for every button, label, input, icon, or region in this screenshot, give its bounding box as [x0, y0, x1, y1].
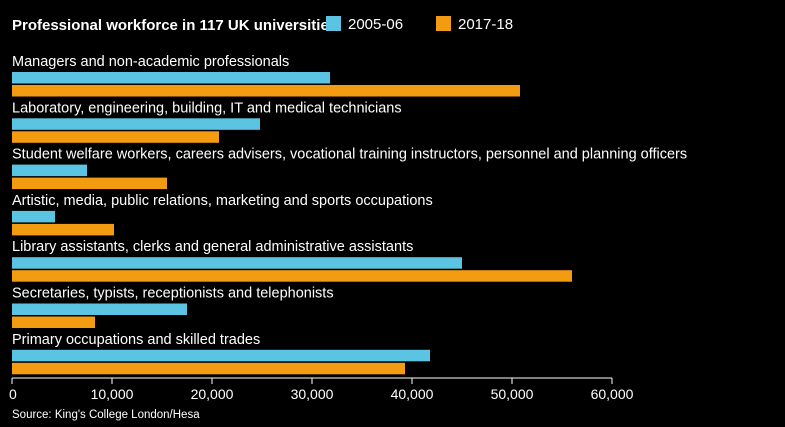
bar-2005-06-3: [12, 164, 87, 177]
bar-2017-18-1: [12, 85, 520, 97]
x-tick-label: 50,000: [491, 386, 534, 402]
category-label: Artistic, media, public relations, marke…: [12, 193, 433, 209]
category-label: Managers and non-academic professionals: [12, 54, 289, 70]
category-label: Secretaries, typists, receptionists and …: [12, 286, 334, 302]
bar-2005-06-7: [12, 349, 430, 362]
bar-2017-18-2: [12, 131, 219, 143]
category-label: Laboratory, engineering, building, IT an…: [12, 100, 402, 116]
category-label: Student welfare workers, careers adviser…: [12, 147, 687, 163]
legend-swatch-2017-18: [436, 16, 451, 31]
bar-2005-06-5: [12, 257, 462, 269]
bar-2017-18-5: [12, 270, 572, 282]
bar-2017-18-6: [12, 316, 95, 328]
bar-2005-06-1: [12, 72, 330, 84]
bar-2005-06-6: [12, 303, 187, 315]
bar-2017-18-4: [12, 223, 114, 236]
x-tick-label: 0: [9, 386, 17, 402]
x-tick-label: 30,000: [291, 386, 334, 402]
bar-2017-18-3: [12, 177, 167, 190]
legend-swatch-2005-06: [326, 16, 341, 31]
category-label: Library assistants, clerks and general a…: [12, 239, 413, 255]
x-tick-label: 60,000: [591, 386, 634, 402]
chart-title: Professional workforce in 117 UK univers…: [12, 17, 337, 34]
category-label: Primary occupations and skilled trades: [12, 332, 260, 348]
legend-label-2017-18: 2017-18: [458, 16, 513, 33]
legend-label-2005-06: 2005-06: [348, 16, 403, 33]
x-tick-label: 20,000: [191, 386, 234, 402]
bar-2017-18-7: [12, 362, 405, 375]
bar-2005-06-4: [12, 210, 55, 223]
bar-2005-06-2: [12, 118, 260, 130]
x-tick-label: 40,000: [391, 386, 434, 402]
source-note: Source: King's College London/Hesa: [12, 409, 200, 421]
x-tick-label: 10,000: [91, 386, 134, 402]
